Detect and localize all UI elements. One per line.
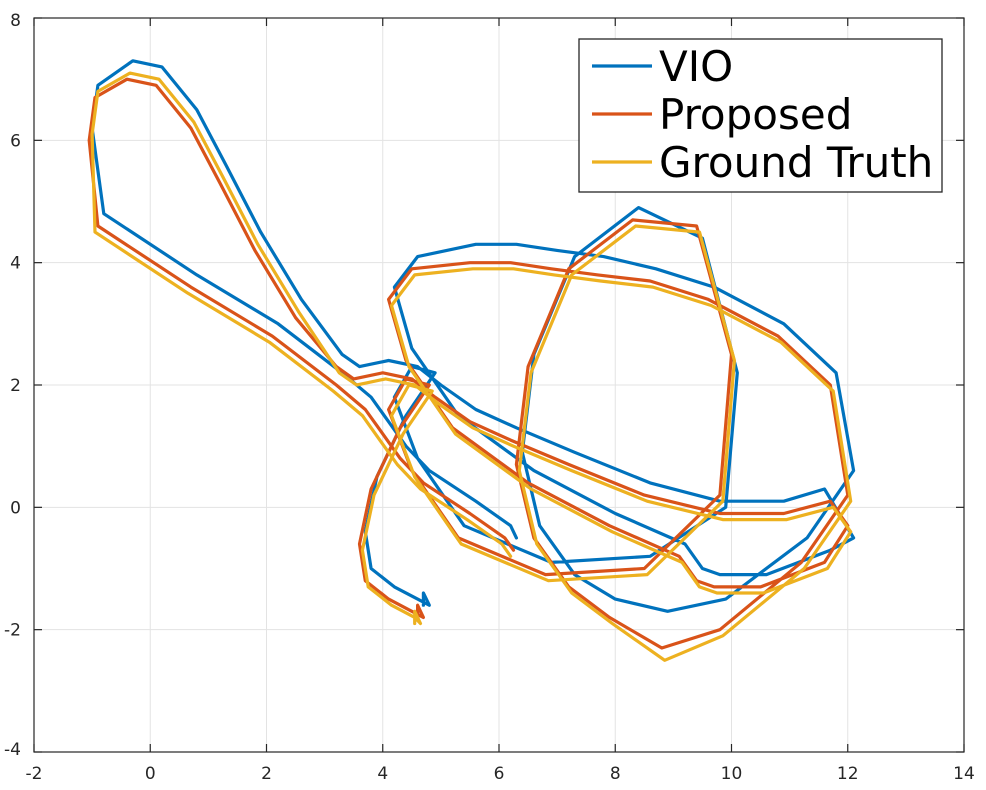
legend-label-ground-truth: Ground Truth (659, 138, 933, 187)
y-tick-label: 2 (10, 376, 21, 396)
x-tick-label: 6 (494, 764, 505, 784)
x-tick-label: 0 (145, 764, 156, 784)
x-tick-label: -2 (26, 764, 43, 784)
x-tick-label: 12 (837, 764, 859, 784)
y-tick-label: 6 (10, 131, 21, 151)
legend-label-proposed: Proposed (659, 90, 852, 139)
legend-label-vio: VIO (659, 42, 733, 91)
x-tick-label: 14 (953, 764, 975, 784)
y-tick-label: 4 (10, 254, 21, 274)
series-group (87, 59, 856, 662)
y-tick-label: -4 (4, 740, 21, 760)
x-tick-label: 8 (610, 764, 621, 784)
y-tick-label: 8 (10, 11, 21, 31)
y-tick-label: 0 (10, 498, 21, 518)
y-tick-label: -2 (4, 621, 21, 641)
axes (33, 17, 965, 753)
x-tick-label: 10 (721, 764, 743, 784)
x-tick-label: 2 (261, 764, 272, 784)
series-line-ground-truth (90, 71, 853, 662)
x-tick-label: 4 (377, 764, 388, 784)
